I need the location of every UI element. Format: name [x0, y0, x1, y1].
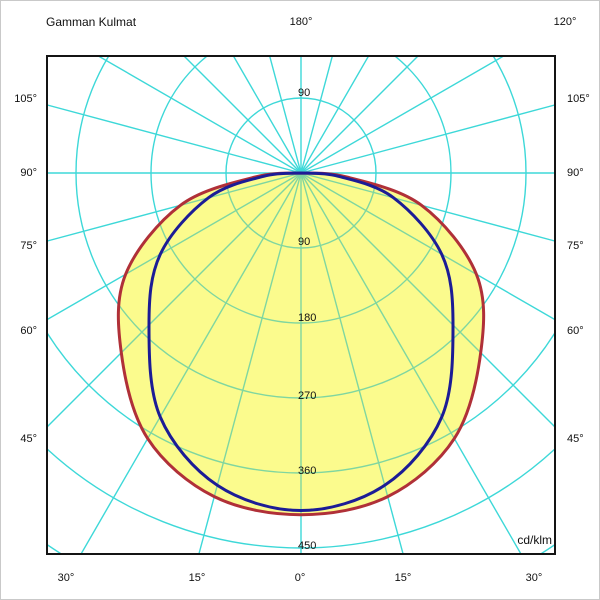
grid-ray: [300, 57, 333, 174]
grid-ray: [48, 104, 302, 174]
grid-ray: [300, 57, 504, 174]
angle-label-top-120: 120°: [553, 16, 577, 28]
grid-ray: [300, 173, 484, 340]
angle-label-right-105: 105°: [567, 93, 590, 105]
plot-frame: [46, 55, 556, 555]
grid-ray: [118, 173, 302, 494]
ring-value-label-90: 90: [298, 236, 311, 248]
angle-label-right-90: 90°: [567, 167, 584, 179]
grid-ray: [300, 57, 369, 174]
grid-ray: [300, 173, 484, 494]
angle-label-bottom-0: 0°: [294, 572, 306, 584]
ring-value-label-270: 270: [298, 390, 317, 402]
ring-value-label-450: 450: [298, 540, 317, 552]
angle-label-left-60: 60°: [20, 325, 37, 337]
grid-ray: [300, 57, 418, 174]
angle-label-left-90: 90°: [20, 167, 37, 179]
grid-ray: [233, 57, 302, 174]
angle-label-bottom-15r: 15°: [394, 572, 412, 584]
ring-value-label-180: 180: [298, 312, 317, 324]
unit-label: cd/klm: [517, 533, 552, 547]
angle-label-bottom-30r: 30°: [525, 572, 543, 584]
grid-ray: [184, 57, 302, 174]
curve-plane-c90-c270: [147, 171, 455, 512]
grid-ray: [300, 173, 484, 515]
grid-ray: [269, 57, 302, 174]
angle-label-left-75: 75°: [20, 240, 37, 252]
angle-label-right-45: 45°: [567, 433, 584, 445]
grid-ray: [98, 57, 302, 174]
grid-ray: [300, 104, 554, 174]
diagram-title: Gamman Kulmat: [46, 15, 137, 29]
grid-ray: [134, 173, 302, 515]
grid-ray: [118, 173, 302, 515]
grid-ray: [118, 173, 302, 340]
angle-label-top-180: 180°: [289, 16, 313, 28]
angle-label-right-75: 75°: [567, 240, 584, 252]
ring-value-label-90-top: 90: [298, 87, 311, 99]
angle-label-bottom-30l: 30°: [57, 572, 75, 584]
ring-value-label-360: 360: [298, 465, 317, 477]
angle-label-left-105: 105°: [14, 93, 37, 105]
curve-plane-c0-c180: [116, 171, 486, 517]
grid-ray: [300, 173, 468, 515]
angle-label-left-45: 45°: [20, 433, 37, 445]
angle-label-bottom-15l: 15°: [188, 572, 206, 584]
angle-label-right-60: 60°: [567, 325, 584, 337]
